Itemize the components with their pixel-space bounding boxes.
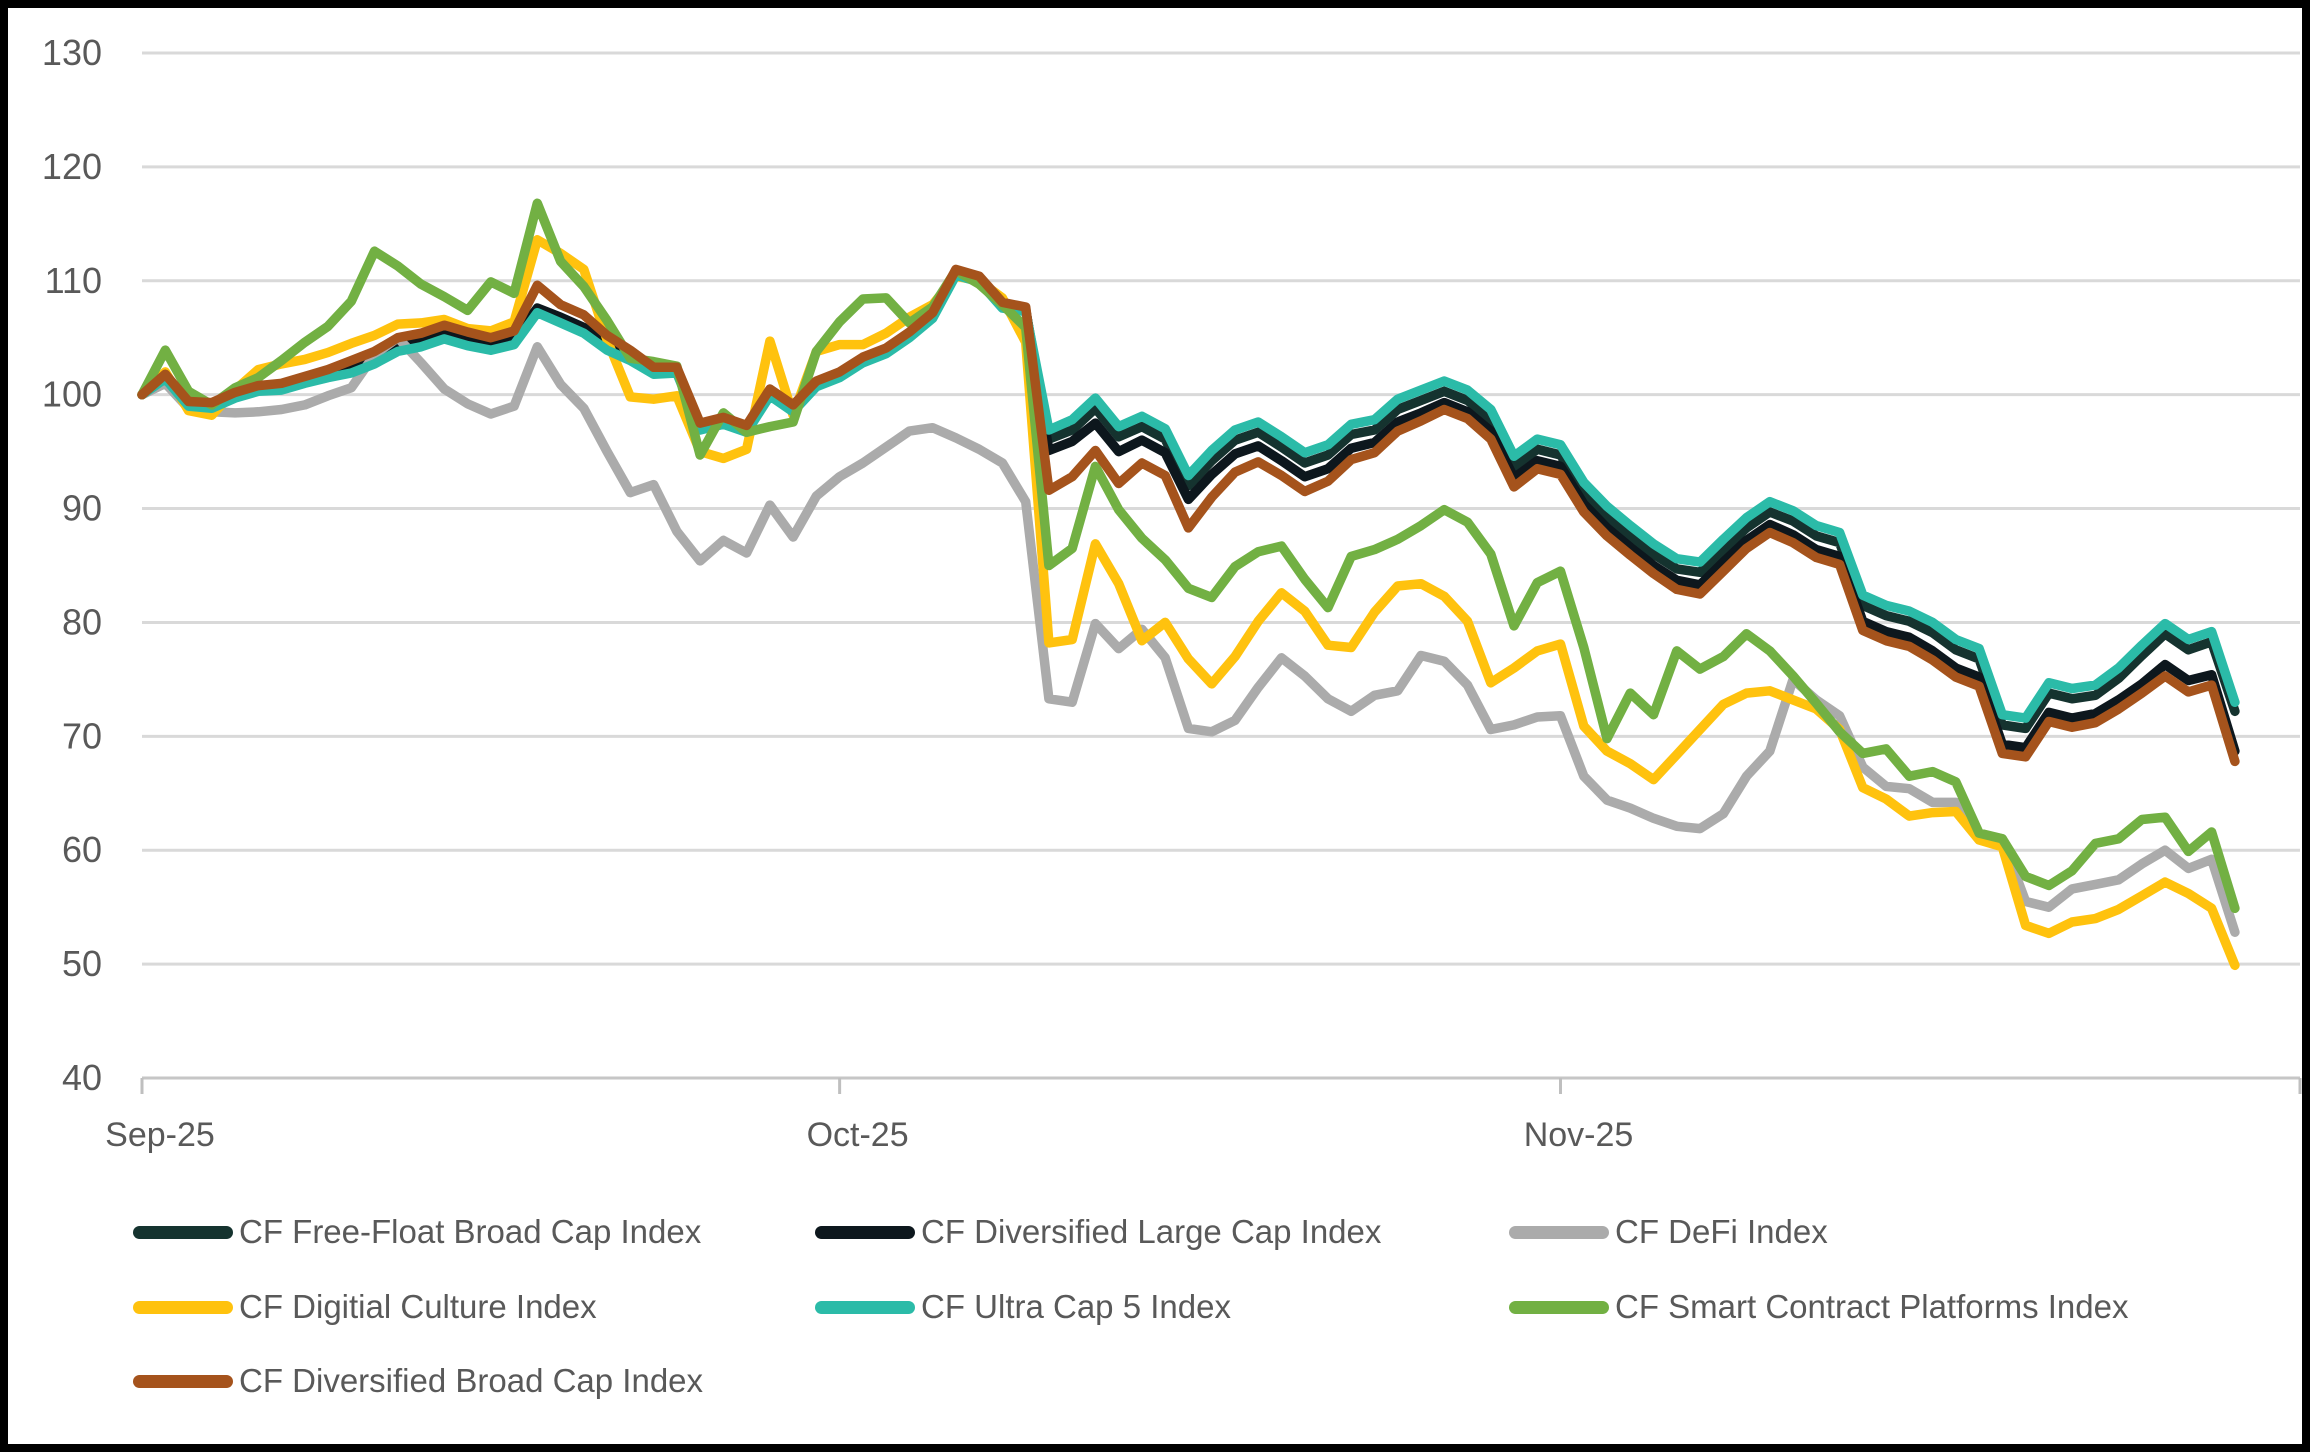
series-line-diversified-broad-cap: [137, 264, 2240, 767]
y-axis-tick-label: 100: [42, 374, 102, 415]
y-axis-tick-label: 120: [42, 146, 102, 187]
x-axis-tick-label: Oct-25: [807, 1116, 909, 1154]
y-axis-tick-label: 110: [45, 260, 102, 301]
series-line-ultra-cap-5: [137, 270, 2240, 723]
series-line-smart-contract-platforms: [137, 198, 2240, 914]
y-axis-tick-label: 50: [62, 943, 102, 984]
y-axis-tick-label: 70: [62, 715, 102, 756]
y-axis-tick-label: 130: [42, 32, 102, 73]
y-axis-tick-label: 60: [62, 829, 102, 870]
series-line-diversified-large-cap: [137, 266, 2240, 756]
y-axis-tick-label: 40: [62, 1057, 102, 1098]
x-axis-tick-label: Nov-25: [1524, 1116, 1634, 1154]
series-line-digital-culture: [137, 235, 2240, 971]
x-axis-tick-label: Sep-25: [105, 1116, 215, 1154]
y-axis-tick-label: 90: [62, 488, 102, 529]
series-line-defi: [137, 332, 2240, 937]
y-axis-tick-label: 80: [62, 601, 102, 642]
